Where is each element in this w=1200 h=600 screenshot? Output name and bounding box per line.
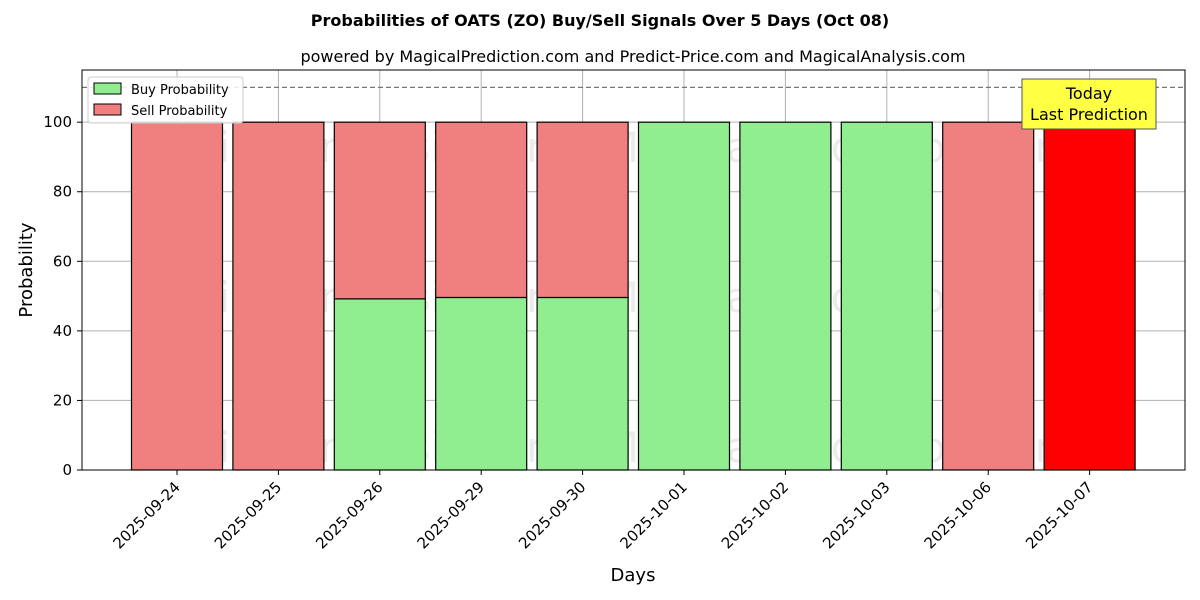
y-tick-label: 60	[53, 252, 72, 270]
y-axis: 0 20 40 60 80 100	[43, 113, 82, 479]
today-annotation: Today Last Prediction	[1021, 78, 1157, 130]
x-tick-label: 2025-09-26	[312, 478, 386, 552]
sell-bar	[435, 121, 528, 299]
y-tick-label: 100	[43, 113, 72, 131]
x-tick-label: 2025-09-30	[515, 478, 589, 552]
buy-bar	[435, 296, 528, 471]
y-axis-label: Probability	[16, 222, 37, 317]
y-tick-label: 40	[53, 322, 72, 340]
buy-bar	[637, 121, 731, 471]
y-tick-label: 80	[53, 183, 72, 201]
x-tick-label: 2025-09-25	[211, 478, 285, 552]
plot-frame	[81, 69, 1186, 471]
legend-box	[87, 76, 244, 124]
annotation-box	[1021, 78, 1157, 130]
y-tick-label: 0	[62, 461, 72, 479]
legend-label-sell: Sell Probability	[131, 104, 228, 119]
sell-bar	[942, 121, 1035, 471]
x-tick-label: 2025-10-02	[718, 478, 792, 552]
x-axis-label: Days	[611, 565, 656, 586]
buy-bar	[536, 296, 629, 471]
buy-bar	[333, 298, 426, 471]
buy-bar	[739, 121, 832, 471]
sell-bar	[536, 121, 629, 299]
legend-swatch-buy	[93, 82, 122, 95]
legend-swatch-sell	[93, 103, 122, 116]
annotation-line-2: Last Prediction	[1030, 105, 1148, 124]
sell-bar-highlight	[1043, 121, 1136, 471]
sell-bar	[232, 121, 325, 471]
x-tick-label: 2025-10-07	[1022, 478, 1096, 552]
chart-subtitle: powered by MagicalPrediction.com and Pre…	[300, 47, 965, 66]
x-tick-label: 2025-10-06	[921, 478, 995, 552]
buy-bar	[840, 121, 933, 471]
x-axis: 2025-09-24 2025-09-25 2025-09-26 2025-09-29…	[109, 470, 1096, 552]
legend-label-buy: Buy Probability	[131, 83, 229, 98]
x-tick-label: 2025-10-03	[819, 478, 893, 552]
x-tick-label: 2025-09-24	[109, 478, 183, 552]
sell-bar	[130, 121, 224, 471]
x-tick-label: 2025-10-01	[616, 478, 690, 552]
sell-bar	[333, 121, 426, 300]
y-tick-label: 20	[53, 391, 72, 409]
x-tick-label: 2025-09-29	[414, 478, 488, 552]
annotation-line-1: Today	[1065, 84, 1112, 103]
bars	[130, 121, 1136, 471]
chart-title: Probabilities of OATS (ZO) Buy/Sell Sign…	[311, 11, 889, 30]
legend: Buy Probability Sell Probability	[87, 76, 244, 124]
